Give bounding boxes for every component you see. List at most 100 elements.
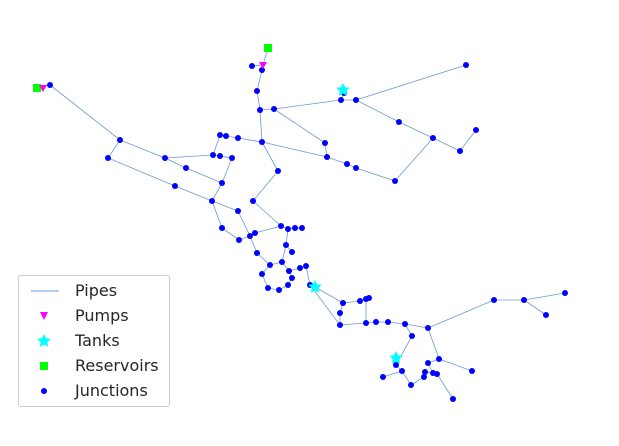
junction-node — [337, 322, 343, 328]
pipe — [211, 200, 239, 212]
junction-node — [285, 226, 291, 232]
junction-node — [363, 320, 369, 326]
tank-node — [336, 83, 350, 96]
junction-node — [267, 262, 273, 268]
junction-node — [543, 312, 549, 318]
reservoir-square-icon — [40, 362, 48, 370]
pipe — [436, 373, 454, 400]
junction-node — [402, 321, 408, 327]
junction-node — [399, 368, 405, 374]
junction-node — [229, 155, 235, 161]
pipe — [164, 157, 187, 169]
pipe — [404, 323, 429, 329]
junction-node — [299, 225, 305, 231]
junction-node — [254, 88, 260, 94]
pipe-line-icon — [31, 290, 59, 292]
junction-node — [380, 374, 386, 380]
junctions-layer — [47, 62, 568, 402]
pipe — [261, 141, 328, 158]
junction-node — [259, 67, 265, 73]
junction-node — [105, 155, 111, 161]
junction-node — [209, 198, 215, 204]
pipe — [427, 299, 495, 329]
junction-node — [254, 250, 260, 256]
junction-node — [463, 62, 469, 68]
junction-node — [409, 333, 415, 339]
junction-node — [408, 382, 414, 388]
junction-node — [252, 230, 258, 236]
pipe — [254, 225, 282, 234]
pipe — [252, 170, 279, 202]
junction-node — [250, 198, 256, 204]
junction-node — [257, 107, 263, 113]
pipe — [259, 109, 263, 143]
pipe — [107, 157, 176, 187]
junction-node — [491, 297, 497, 303]
junction-node — [450, 396, 456, 402]
legend-item-tanks: Tanks — [19, 330, 169, 352]
pipe — [355, 64, 467, 101]
junction-node — [303, 263, 309, 269]
junction-node — [276, 287, 282, 293]
junction-node — [217, 153, 223, 159]
junction-node — [338, 97, 344, 103]
junction-node — [457, 148, 463, 154]
legend-item-pumps: Pumps — [19, 305, 169, 327]
pipe — [382, 370, 403, 378]
legend-label-pumps: Pumps — [75, 306, 129, 325]
junction-node — [434, 371, 440, 377]
junction-node — [117, 137, 123, 143]
junction-node — [278, 223, 284, 229]
junction-node — [259, 271, 265, 277]
junction-node — [425, 360, 431, 366]
junction-node — [265, 285, 271, 291]
pipe — [49, 84, 121, 141]
junction-node — [275, 168, 281, 174]
junction-node — [219, 180, 225, 186]
pipe — [355, 99, 400, 123]
junction-node — [172, 183, 178, 189]
junction-node — [353, 165, 359, 171]
pipe — [211, 200, 223, 229]
junction-node — [289, 249, 295, 255]
junction-node — [271, 106, 277, 112]
junction-node — [210, 152, 216, 158]
pipe — [119, 139, 166, 159]
pipe — [174, 185, 213, 202]
junction-node — [235, 135, 241, 141]
pipe — [221, 157, 233, 184]
junction-node — [373, 319, 379, 325]
pipe — [523, 292, 566, 301]
junction-node — [430, 135, 436, 141]
junction-node — [385, 319, 391, 325]
pipe — [107, 139, 121, 159]
junction-node — [469, 368, 475, 374]
pipe — [211, 182, 223, 202]
junction-dot-icon — [41, 388, 47, 394]
pipe — [185, 167, 223, 184]
pipe — [432, 137, 461, 152]
junction-node — [219, 225, 225, 231]
pipe — [438, 358, 473, 372]
pump-node — [39, 85, 47, 92]
junction-node — [223, 133, 229, 139]
legend-label-junctions: Junctions — [75, 381, 148, 400]
junction-node — [286, 268, 292, 274]
junction-node — [162, 155, 168, 161]
legend-item-reservoirs: Reservoirs — [19, 355, 169, 377]
junction-node — [322, 140, 328, 146]
pipe — [256, 69, 263, 92]
legend: Pipes Pumps Tanks Reservoirs Junctions — [18, 275, 170, 407]
junction-node — [297, 265, 303, 271]
pipe — [261, 141, 279, 172]
pump-node — [259, 62, 267, 69]
junction-node — [425, 325, 431, 331]
junction-node — [217, 132, 223, 138]
pipe — [237, 210, 251, 237]
junction-node — [562, 290, 568, 296]
pipe — [314, 286, 344, 304]
legend-label-reservoirs: Reservoirs — [75, 356, 159, 375]
junction-node — [285, 282, 291, 288]
junction-node — [289, 275, 295, 281]
pipe — [273, 108, 326, 144]
